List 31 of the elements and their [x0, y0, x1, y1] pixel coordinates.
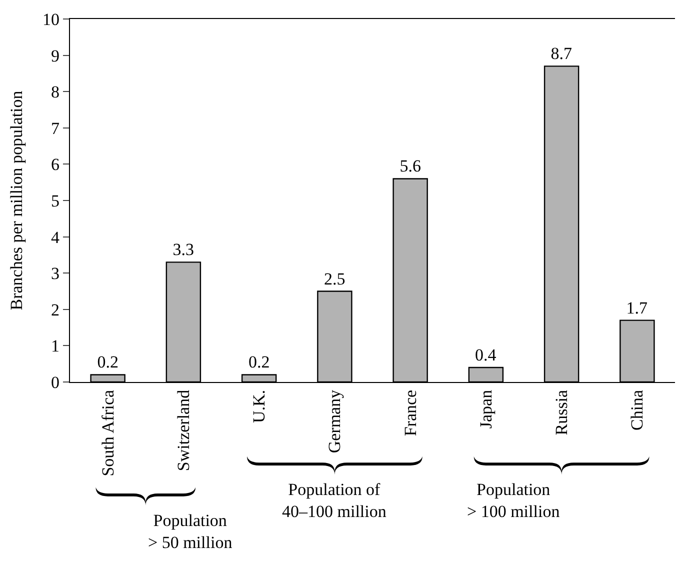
text: Population > 100 million: [467, 480, 560, 522]
data-label: 0.2: [248, 352, 270, 372]
y-tick-label: 3: [51, 264, 60, 284]
data-label: 8.7: [550, 44, 572, 64]
x-tick-label: Russia: [552, 389, 572, 436]
x-tick-label: Germany: [325, 389, 344, 454]
y-axis-title: Branches per million population: [7, 90, 26, 310]
data-label: 0.2: [97, 352, 118, 372]
data-label: 1.7: [626, 298, 648, 318]
x-tick-label: Japan: [476, 389, 496, 429]
y-tick-label: 7: [51, 118, 60, 138]
x-tick-label: France: [400, 390, 420, 436]
data-label: 2.5: [324, 269, 346, 288]
y-tick-label: 2: [51, 300, 60, 320]
x-tick-label: South Africa: [98, 389, 118, 476]
y-tick-label: 0: [51, 372, 60, 392]
y-tick-label: 6: [51, 155, 60, 174]
y-tick-label: 10: [42, 10, 60, 29]
x-tick-label: U.K.: [250, 390, 269, 423]
x-tick-label: China: [628, 389, 647, 431]
x-tick-label: Switzerland: [174, 389, 193, 472]
text: Population of 40–100 million: [282, 480, 387, 522]
y-tick-label: 5: [51, 191, 60, 210]
data-label: 5.6: [400, 156, 421, 176]
y-tick-label: 9: [51, 46, 60, 66]
y-tick-label: 8: [51, 82, 60, 102]
y-tick-label: 4: [51, 228, 60, 247]
y-tick-label: 1: [51, 336, 60, 356]
data-label: 3.3: [172, 240, 194, 260]
data-label: 0.4: [475, 345, 497, 364]
text: Population > 50 million: [148, 511, 233, 552]
